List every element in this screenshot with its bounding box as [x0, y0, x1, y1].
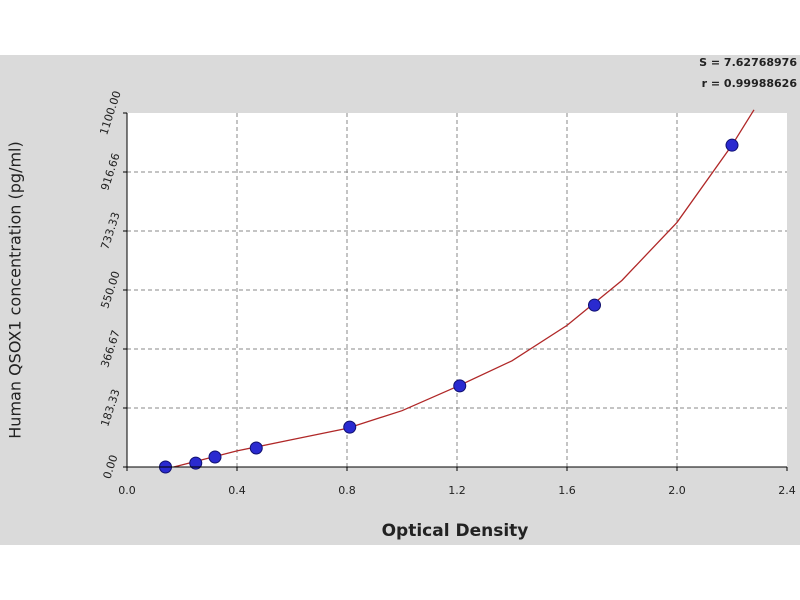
grid [127, 113, 787, 467]
x-tick-label: 2.4 [778, 484, 796, 497]
data-point [588, 298, 601, 312]
fit-curve [173, 109, 755, 467]
annotation: r = 0.99988626 [702, 77, 798, 90]
x-tick-label: 0.0 [118, 484, 136, 497]
annotation: S = 7.62768976 [699, 56, 797, 69]
data-point [725, 138, 739, 152]
data-point [249, 441, 263, 455]
x-tick-label: 2.0 [668, 484, 686, 497]
data-point [343, 420, 357, 434]
x-tick-label: 0.4 [228, 484, 246, 497]
x-tick-label: 1.2 [448, 484, 466, 497]
data-point [189, 456, 203, 470]
x-axis-title: Optical Density [382, 521, 529, 541]
data-point [208, 450, 222, 464]
y-axis-title: Human QSOX1 concentration (pg/ml) [6, 141, 25, 438]
x-tick-label: 0.8 [338, 484, 356, 497]
x-tick-label: 1.6 [558, 484, 576, 497]
data-point [453, 379, 467, 393]
